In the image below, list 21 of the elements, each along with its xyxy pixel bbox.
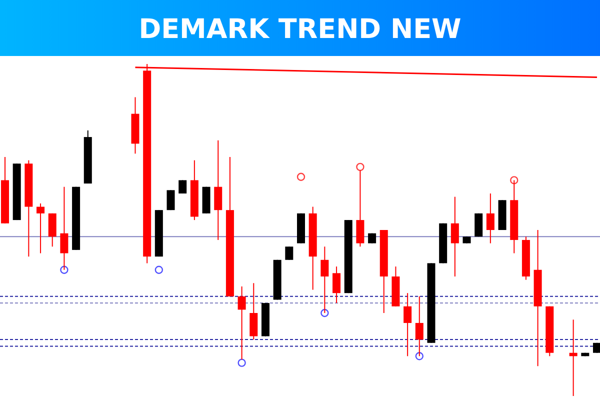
point [415,352,424,360]
candlestick [285,246,294,260]
candlestick [486,192,494,244]
candlestick [36,202,45,254]
candlestick [178,180,187,194]
candlestick [404,292,412,357]
candlestick [450,196,459,277]
point [238,358,246,367]
point [356,162,364,172]
point [154,266,164,274]
candlestick [250,282,258,340]
point [296,172,306,181]
point [60,266,68,274]
point [320,308,329,318]
candlestick [166,190,175,211]
candlestick [332,266,341,304]
candlestick [214,140,222,240]
chart-title: DEMARK TREND NEW [138,14,462,45]
candlestick [48,212,56,248]
candlestick [569,319,578,396]
point [510,176,518,184]
